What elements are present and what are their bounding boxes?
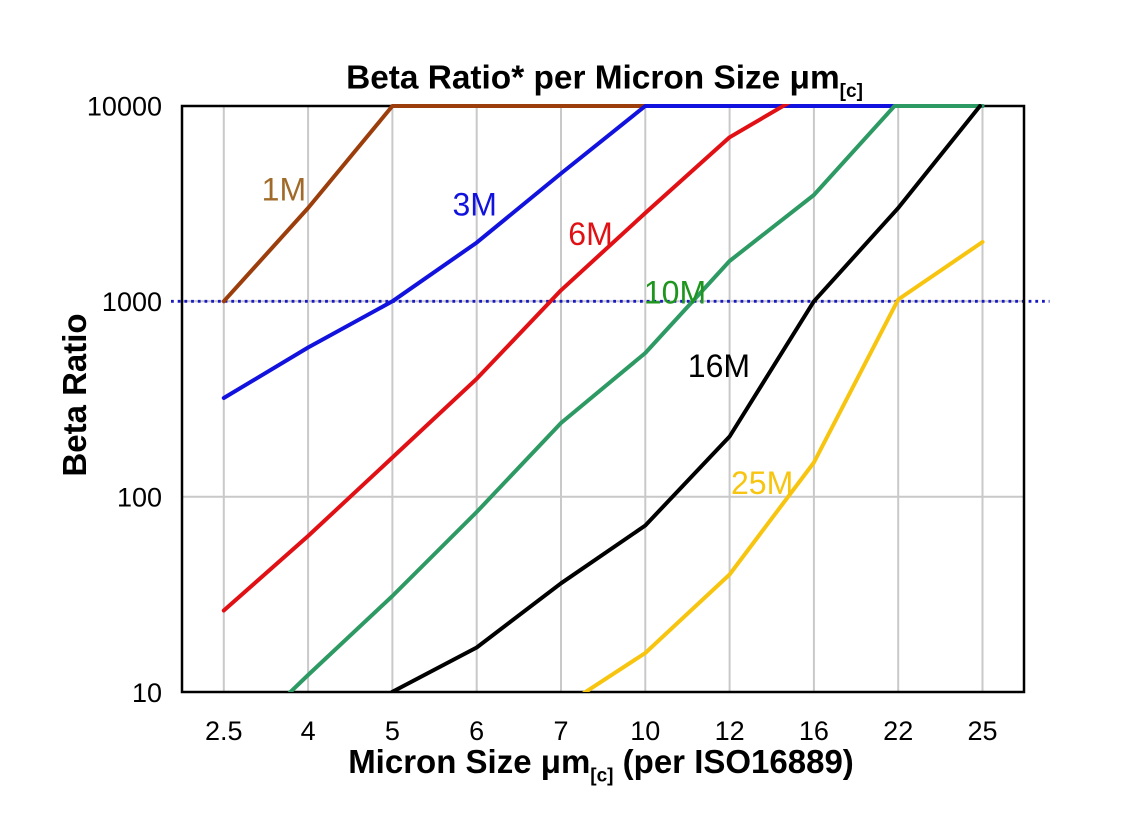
svg-text:4: 4 <box>301 716 316 746</box>
svg-text:Micron Size μm[c] (per ISO1688: Micron Size μm[c] (per ISO16889) <box>348 743 854 787</box>
svg-text:10: 10 <box>132 678 162 708</box>
svg-text:5: 5 <box>385 716 400 746</box>
svg-text:10000: 10000 <box>87 92 162 122</box>
svg-text:Beta Ratio* per Micron Size μm: Beta Ratio* per Micron Size μm[c] <box>346 60 863 103</box>
svg-text:3M: 3M <box>452 187 496 223</box>
svg-text:12: 12 <box>715 716 745 746</box>
svg-text:16M: 16M <box>688 348 750 384</box>
svg-text:1M: 1M <box>262 172 306 208</box>
svg-text:1000: 1000 <box>102 287 162 317</box>
svg-text:Beta Ratio: Beta Ratio <box>56 313 93 476</box>
svg-text:6: 6 <box>469 716 484 746</box>
svg-text:100: 100 <box>117 483 162 513</box>
svg-text:22: 22 <box>883 716 913 746</box>
svg-text:6M: 6M <box>568 216 612 252</box>
svg-text:10M: 10M <box>644 275 706 311</box>
svg-text:25: 25 <box>967 716 997 746</box>
svg-text:7: 7 <box>553 716 568 746</box>
svg-text:2.5: 2.5 <box>205 716 243 746</box>
svg-text:25M: 25M <box>731 465 793 501</box>
svg-text:10: 10 <box>630 716 660 746</box>
svg-text:16: 16 <box>799 716 829 746</box>
